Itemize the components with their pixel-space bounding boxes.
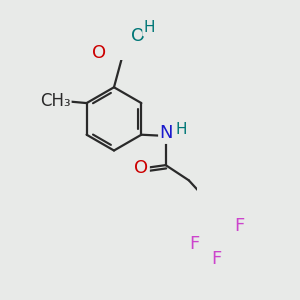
Text: H: H <box>143 20 155 35</box>
Text: H: H <box>175 122 187 137</box>
Text: O: O <box>134 159 148 177</box>
Text: N: N <box>160 124 173 142</box>
Text: CH₃: CH₃ <box>40 92 70 110</box>
Text: O: O <box>130 27 145 45</box>
Text: F: F <box>212 250 222 268</box>
Text: F: F <box>234 217 244 235</box>
Text: F: F <box>189 235 200 253</box>
Text: O: O <box>92 44 106 62</box>
